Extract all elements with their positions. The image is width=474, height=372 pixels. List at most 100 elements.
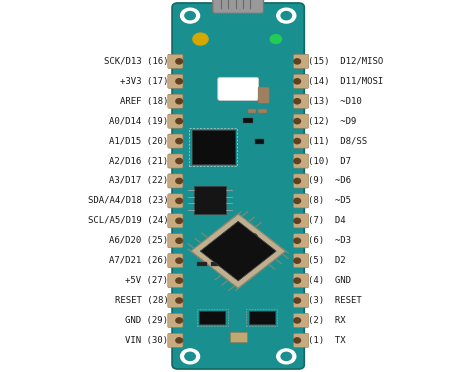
Bar — [243, 118, 253, 123]
Circle shape — [176, 158, 182, 164]
Text: SCK/D13 (16): SCK/D13 (16) — [104, 57, 168, 66]
Circle shape — [294, 278, 301, 283]
FancyBboxPatch shape — [168, 194, 183, 208]
FancyBboxPatch shape — [168, 273, 183, 288]
Circle shape — [176, 59, 182, 64]
Bar — [194, 186, 226, 214]
Bar — [199, 311, 225, 324]
Circle shape — [294, 79, 301, 84]
FancyBboxPatch shape — [168, 254, 183, 268]
Bar — [197, 262, 207, 266]
Circle shape — [281, 12, 292, 20]
FancyBboxPatch shape — [293, 313, 309, 327]
Bar — [189, 128, 237, 166]
Text: A6/D20 (25): A6/D20 (25) — [109, 236, 168, 245]
Text: (1)  TX: (1) TX — [308, 336, 346, 345]
FancyBboxPatch shape — [168, 214, 183, 228]
Circle shape — [176, 99, 182, 104]
Circle shape — [185, 352, 195, 360]
FancyBboxPatch shape — [168, 294, 183, 308]
FancyBboxPatch shape — [293, 294, 309, 308]
Circle shape — [176, 238, 182, 243]
Text: A3/D17 (22): A3/D17 (22) — [109, 176, 168, 186]
Text: A7/D21 (26): A7/D21 (26) — [109, 256, 168, 265]
Text: VIN (30): VIN (30) — [125, 336, 168, 345]
FancyBboxPatch shape — [293, 273, 309, 288]
Circle shape — [294, 238, 301, 243]
Circle shape — [294, 178, 301, 183]
Circle shape — [270, 35, 282, 44]
Circle shape — [277, 349, 296, 364]
Circle shape — [294, 198, 301, 203]
Bar — [249, 311, 275, 324]
Text: GND (29): GND (29) — [125, 316, 168, 325]
FancyBboxPatch shape — [168, 313, 183, 327]
Circle shape — [176, 119, 182, 124]
Circle shape — [294, 258, 301, 263]
FancyBboxPatch shape — [172, 3, 304, 369]
Text: (4)  GND: (4) GND — [308, 276, 351, 285]
Circle shape — [181, 8, 200, 23]
Circle shape — [176, 79, 182, 84]
Bar — [246, 309, 277, 326]
FancyBboxPatch shape — [168, 174, 183, 188]
Circle shape — [176, 278, 182, 283]
Circle shape — [176, 298, 182, 303]
Text: (10)  D7: (10) D7 — [308, 157, 351, 166]
FancyBboxPatch shape — [293, 174, 309, 188]
FancyBboxPatch shape — [168, 114, 183, 128]
Circle shape — [176, 258, 182, 263]
Text: (12)  ~D9: (12) ~D9 — [308, 117, 356, 126]
FancyBboxPatch shape — [293, 114, 309, 128]
Circle shape — [193, 33, 208, 45]
Text: (2)  RX: (2) RX — [308, 316, 346, 325]
FancyBboxPatch shape — [218, 77, 259, 100]
Circle shape — [294, 138, 301, 144]
FancyBboxPatch shape — [293, 333, 309, 347]
FancyBboxPatch shape — [258, 87, 269, 103]
Circle shape — [185, 12, 195, 20]
FancyBboxPatch shape — [293, 94, 309, 108]
Bar — [229, 332, 246, 342]
Circle shape — [294, 59, 301, 64]
Text: (14)  D11/MOSI: (14) D11/MOSI — [308, 77, 383, 86]
Text: SCL/A5/D19 (24): SCL/A5/D19 (24) — [88, 216, 168, 225]
Polygon shape — [200, 221, 276, 281]
Text: SDA/A4/D18 (23): SDA/A4/D18 (23) — [88, 196, 168, 205]
Text: A2/D16 (21): A2/D16 (21) — [109, 157, 168, 166]
Text: +5V (27): +5V (27) — [125, 276, 168, 285]
Text: (13)  ~D10: (13) ~D10 — [308, 97, 362, 106]
Text: (15)  D12/MISO: (15) D12/MISO — [308, 57, 383, 66]
Text: +3V3 (17): +3V3 (17) — [120, 77, 168, 86]
Text: (5)  D2: (5) D2 — [308, 256, 346, 265]
Text: A0/D14 (19): A0/D14 (19) — [109, 117, 168, 126]
Text: (6)  ~D3: (6) ~D3 — [308, 236, 351, 245]
Circle shape — [294, 338, 301, 343]
FancyBboxPatch shape — [168, 54, 183, 68]
Circle shape — [176, 178, 182, 183]
Text: (8)  ~D5: (8) ~D5 — [308, 196, 351, 205]
Text: A1/D15 (20): A1/D15 (20) — [109, 137, 168, 145]
Bar — [258, 109, 266, 113]
Text: RESET (28): RESET (28) — [115, 296, 168, 305]
Text: (3)  RESET: (3) RESET — [308, 296, 362, 305]
Circle shape — [294, 318, 301, 323]
Circle shape — [294, 218, 301, 224]
Bar — [247, 109, 256, 113]
FancyBboxPatch shape — [293, 134, 309, 148]
Circle shape — [176, 138, 182, 144]
FancyBboxPatch shape — [293, 234, 309, 248]
Text: (7)  D4: (7) D4 — [308, 216, 346, 225]
FancyBboxPatch shape — [293, 54, 309, 68]
FancyBboxPatch shape — [168, 154, 183, 168]
Bar — [192, 130, 235, 164]
Text: AREF (18): AREF (18) — [120, 97, 168, 106]
FancyBboxPatch shape — [168, 94, 183, 108]
FancyBboxPatch shape — [293, 214, 309, 228]
Circle shape — [294, 298, 301, 303]
FancyBboxPatch shape — [293, 254, 309, 268]
Circle shape — [245, 233, 257, 243]
Circle shape — [277, 8, 296, 23]
FancyBboxPatch shape — [213, 0, 264, 13]
Circle shape — [176, 338, 182, 343]
